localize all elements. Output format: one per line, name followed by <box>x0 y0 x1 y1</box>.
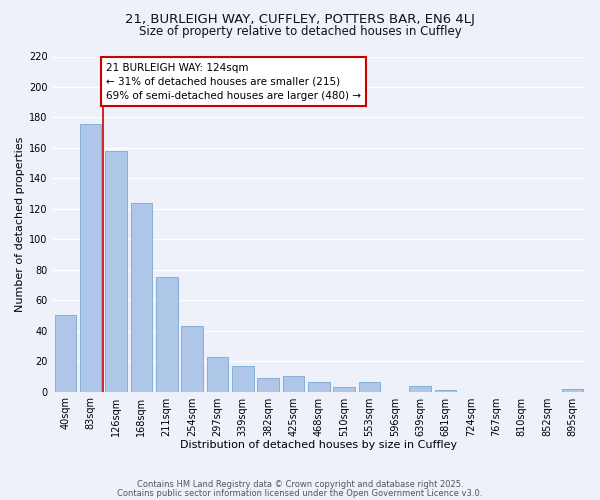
Bar <box>55 316 76 392</box>
Bar <box>308 382 329 392</box>
Bar <box>283 376 304 392</box>
Bar <box>80 124 101 392</box>
Bar <box>435 390 457 392</box>
Text: 21, BURLEIGH WAY, CUFFLEY, POTTERS BAR, EN6 4LJ: 21, BURLEIGH WAY, CUFFLEY, POTTERS BAR, … <box>125 12 475 26</box>
X-axis label: Distribution of detached houses by size in Cuffley: Distribution of detached houses by size … <box>180 440 457 450</box>
Bar <box>206 356 228 392</box>
Bar <box>105 151 127 392</box>
Bar <box>409 386 431 392</box>
Bar <box>359 382 380 392</box>
Text: 21 BURLEIGH WAY: 124sqm
← 31% of detached houses are smaller (215)
69% of semi-d: 21 BURLEIGH WAY: 124sqm ← 31% of detache… <box>106 62 361 100</box>
Text: Size of property relative to detached houses in Cuffley: Size of property relative to detached ho… <box>139 25 461 38</box>
Bar <box>232 366 254 392</box>
Text: Contains HM Land Registry data © Crown copyright and database right 2025.: Contains HM Land Registry data © Crown c… <box>137 480 463 489</box>
Bar <box>562 388 583 392</box>
Bar <box>181 326 203 392</box>
Bar <box>156 278 178 392</box>
Bar <box>131 202 152 392</box>
Bar <box>257 378 279 392</box>
Y-axis label: Number of detached properties: Number of detached properties <box>15 136 25 312</box>
Text: Contains public sector information licensed under the Open Government Licence v3: Contains public sector information licen… <box>118 488 482 498</box>
Bar <box>334 387 355 392</box>
